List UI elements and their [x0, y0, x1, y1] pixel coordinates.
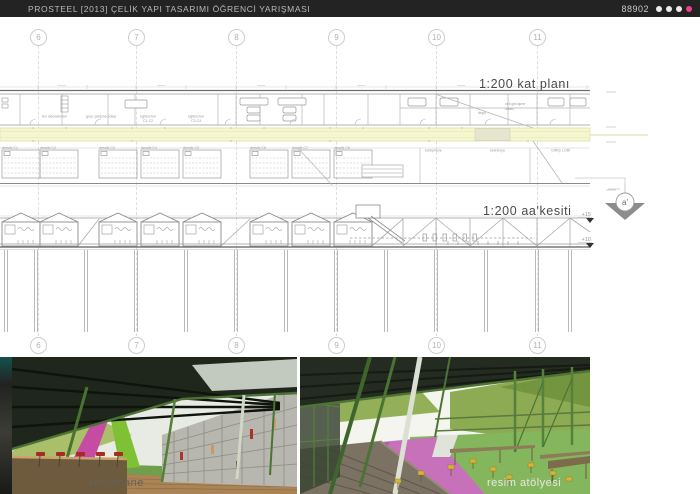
- room-label-club1-ids: C1 C2: [143, 119, 153, 123]
- classrooms: derslik C1 derslik C2 derslik C3 derslik…: [1, 146, 373, 179]
- photo-edge-sliver: [0, 357, 12, 494]
- entry-code-group: 88902: [621, 4, 700, 14]
- floor-plan-title: 1:200 kat planı: [479, 77, 571, 91]
- score-dot-4: [686, 5, 692, 12]
- grid-line-9: [336, 46, 337, 336]
- room-label-club2-ids: C3 C4: [191, 119, 201, 123]
- render-library: [12, 357, 297, 494]
- classroom-label: derslik C1: [2, 146, 18, 150]
- room-label-cafeteria: kafeterya: [490, 149, 505, 153]
- room-label-meeting1: veli görüşme: [505, 102, 525, 106]
- entry-code: 88902: [621, 3, 649, 14]
- studio-struts: [328, 357, 574, 494]
- cut-marker-label: a': [622, 198, 628, 207]
- level-lower: +10: [582, 237, 591, 243]
- grid-line-8: [236, 46, 237, 336]
- stair-ramp: [355, 204, 406, 244]
- grid-line-10: [436, 46, 437, 336]
- axis-bottom-7: 7: [128, 337, 145, 354]
- grid-line-7: [136, 46, 137, 336]
- room-label-club2: eğitsel kol: [188, 115, 204, 119]
- axis-top-10: 10: [428, 29, 445, 46]
- grid-line-6: [38, 46, 39, 336]
- room-label-lobby: GİRİŞ LOBİ: [551, 148, 570, 153]
- classroom-label: derslik C2: [40, 146, 56, 150]
- render-art-studio: [300, 357, 590, 494]
- stage-symbol: [361, 164, 404, 178]
- axis-top-6: 6: [30, 29, 47, 46]
- section-modules: [1, 212, 373, 247]
- dimension-ticks: [37, 85, 588, 89]
- axis-bottom-9: 9: [328, 337, 345, 354]
- axis-top-7: 7: [128, 29, 145, 46]
- room-label-club1: eğitsel kol: [140, 115, 156, 119]
- library-counter: [12, 457, 127, 494]
- bar-stools: [36, 452, 123, 468]
- axis-bottom-11: 11: [529, 337, 546, 354]
- floor-plan-drawing: fen laboratuvarı grup çalışma odası eğit…: [0, 85, 648, 195]
- board-title: PROSTEEL [2013] ÇELİK YAPI TASARIMI ÖĞRE…: [28, 3, 311, 14]
- classroom-label: derslik C3: [99, 146, 115, 150]
- render-library-art: [12, 357, 297, 494]
- axis-top-8: 8: [228, 29, 245, 46]
- caption-art-studio: resim atölyesi: [487, 477, 562, 489]
- stair-symbol: [1, 95, 69, 113]
- axis-bottom-8: 8: [228, 337, 245, 354]
- score-dot-3: [676, 5, 682, 12]
- level-upper: +15: [582, 212, 591, 218]
- grid-line-11: [537, 46, 538, 336]
- room-label-storage: depo: [478, 111, 486, 115]
- classroom-label: derslik C7: [292, 146, 308, 150]
- section-title: 1:200 aa'kesiti: [483, 204, 572, 218]
- seating-row: [350, 233, 535, 245]
- studio-tables: [450, 445, 590, 483]
- ramp-lines: [297, 93, 563, 186]
- axis-bottom-10: 10: [428, 337, 445, 354]
- open-truss: [402, 217, 591, 247]
- score-dot-1: [656, 5, 662, 12]
- caption-library: kütüphane: [88, 477, 144, 489]
- room-label-group: grup çalışma odası: [86, 115, 116, 119]
- score-dot-2: [666, 5, 672, 12]
- level-marks: +15 +10: [578, 212, 594, 248]
- stilt-columns: [4, 250, 572, 332]
- axis-bottom-6: 6: [30, 337, 47, 354]
- classroom-label: derslik C4: [141, 146, 157, 150]
- room-label-library: kütüphane: [425, 149, 442, 153]
- axis-top-11: 11: [529, 29, 546, 46]
- classroom-label: derslik C8: [334, 146, 350, 150]
- classroom-label: derslik C6: [250, 146, 266, 150]
- classroom-label: derslik C5: [183, 146, 199, 150]
- section-cut-marker: a': [605, 183, 645, 220]
- section-drawing: +15 +10 a': [0, 183, 645, 332]
- render-art-studio-art: [300, 357, 590, 494]
- room-label-lab: fen laboratuvarı: [42, 115, 67, 119]
- axis-top-9: 9: [328, 29, 345, 46]
- room-label-meeting2: odası: [505, 107, 514, 111]
- header-bar: PROSTEEL [2013] ÇELİK YAPI TASARIMI ÖĞRE…: [0, 0, 700, 17]
